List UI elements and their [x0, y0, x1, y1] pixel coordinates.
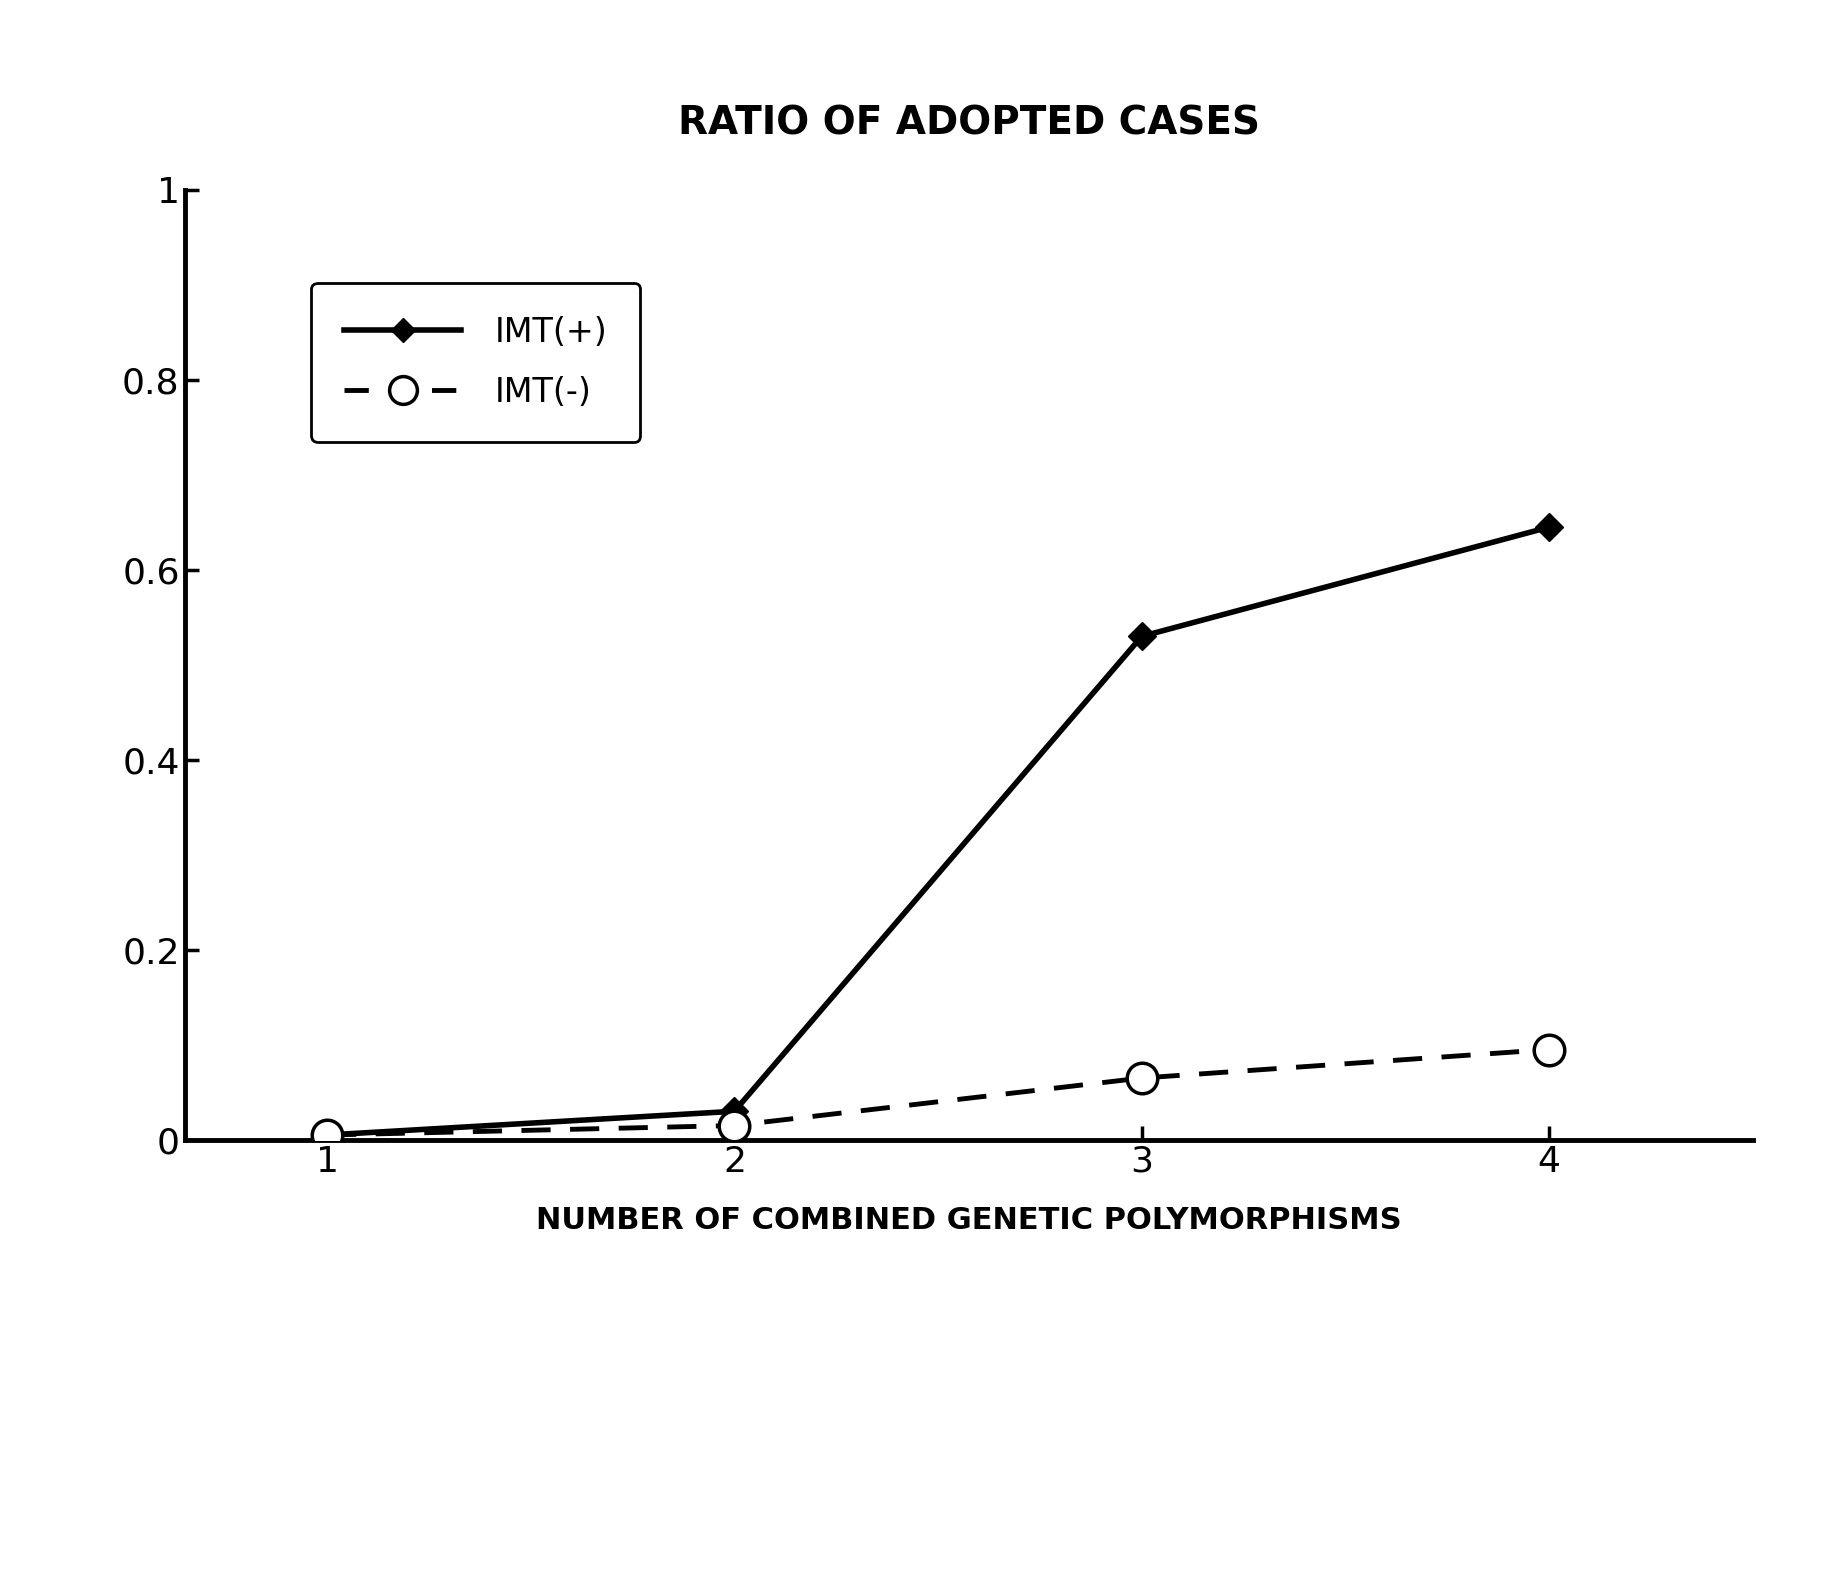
- Legend: IMT(+), IMT(-): IMT(+), IMT(-): [312, 283, 640, 442]
- Title: RATIO OF ADOPTED CASES: RATIO OF ADOPTED CASES: [677, 104, 1260, 142]
- X-axis label: NUMBER OF COMBINED GENETIC POLYMORPHISMS: NUMBER OF COMBINED GENETIC POLYMORPHISMS: [535, 1206, 1402, 1235]
